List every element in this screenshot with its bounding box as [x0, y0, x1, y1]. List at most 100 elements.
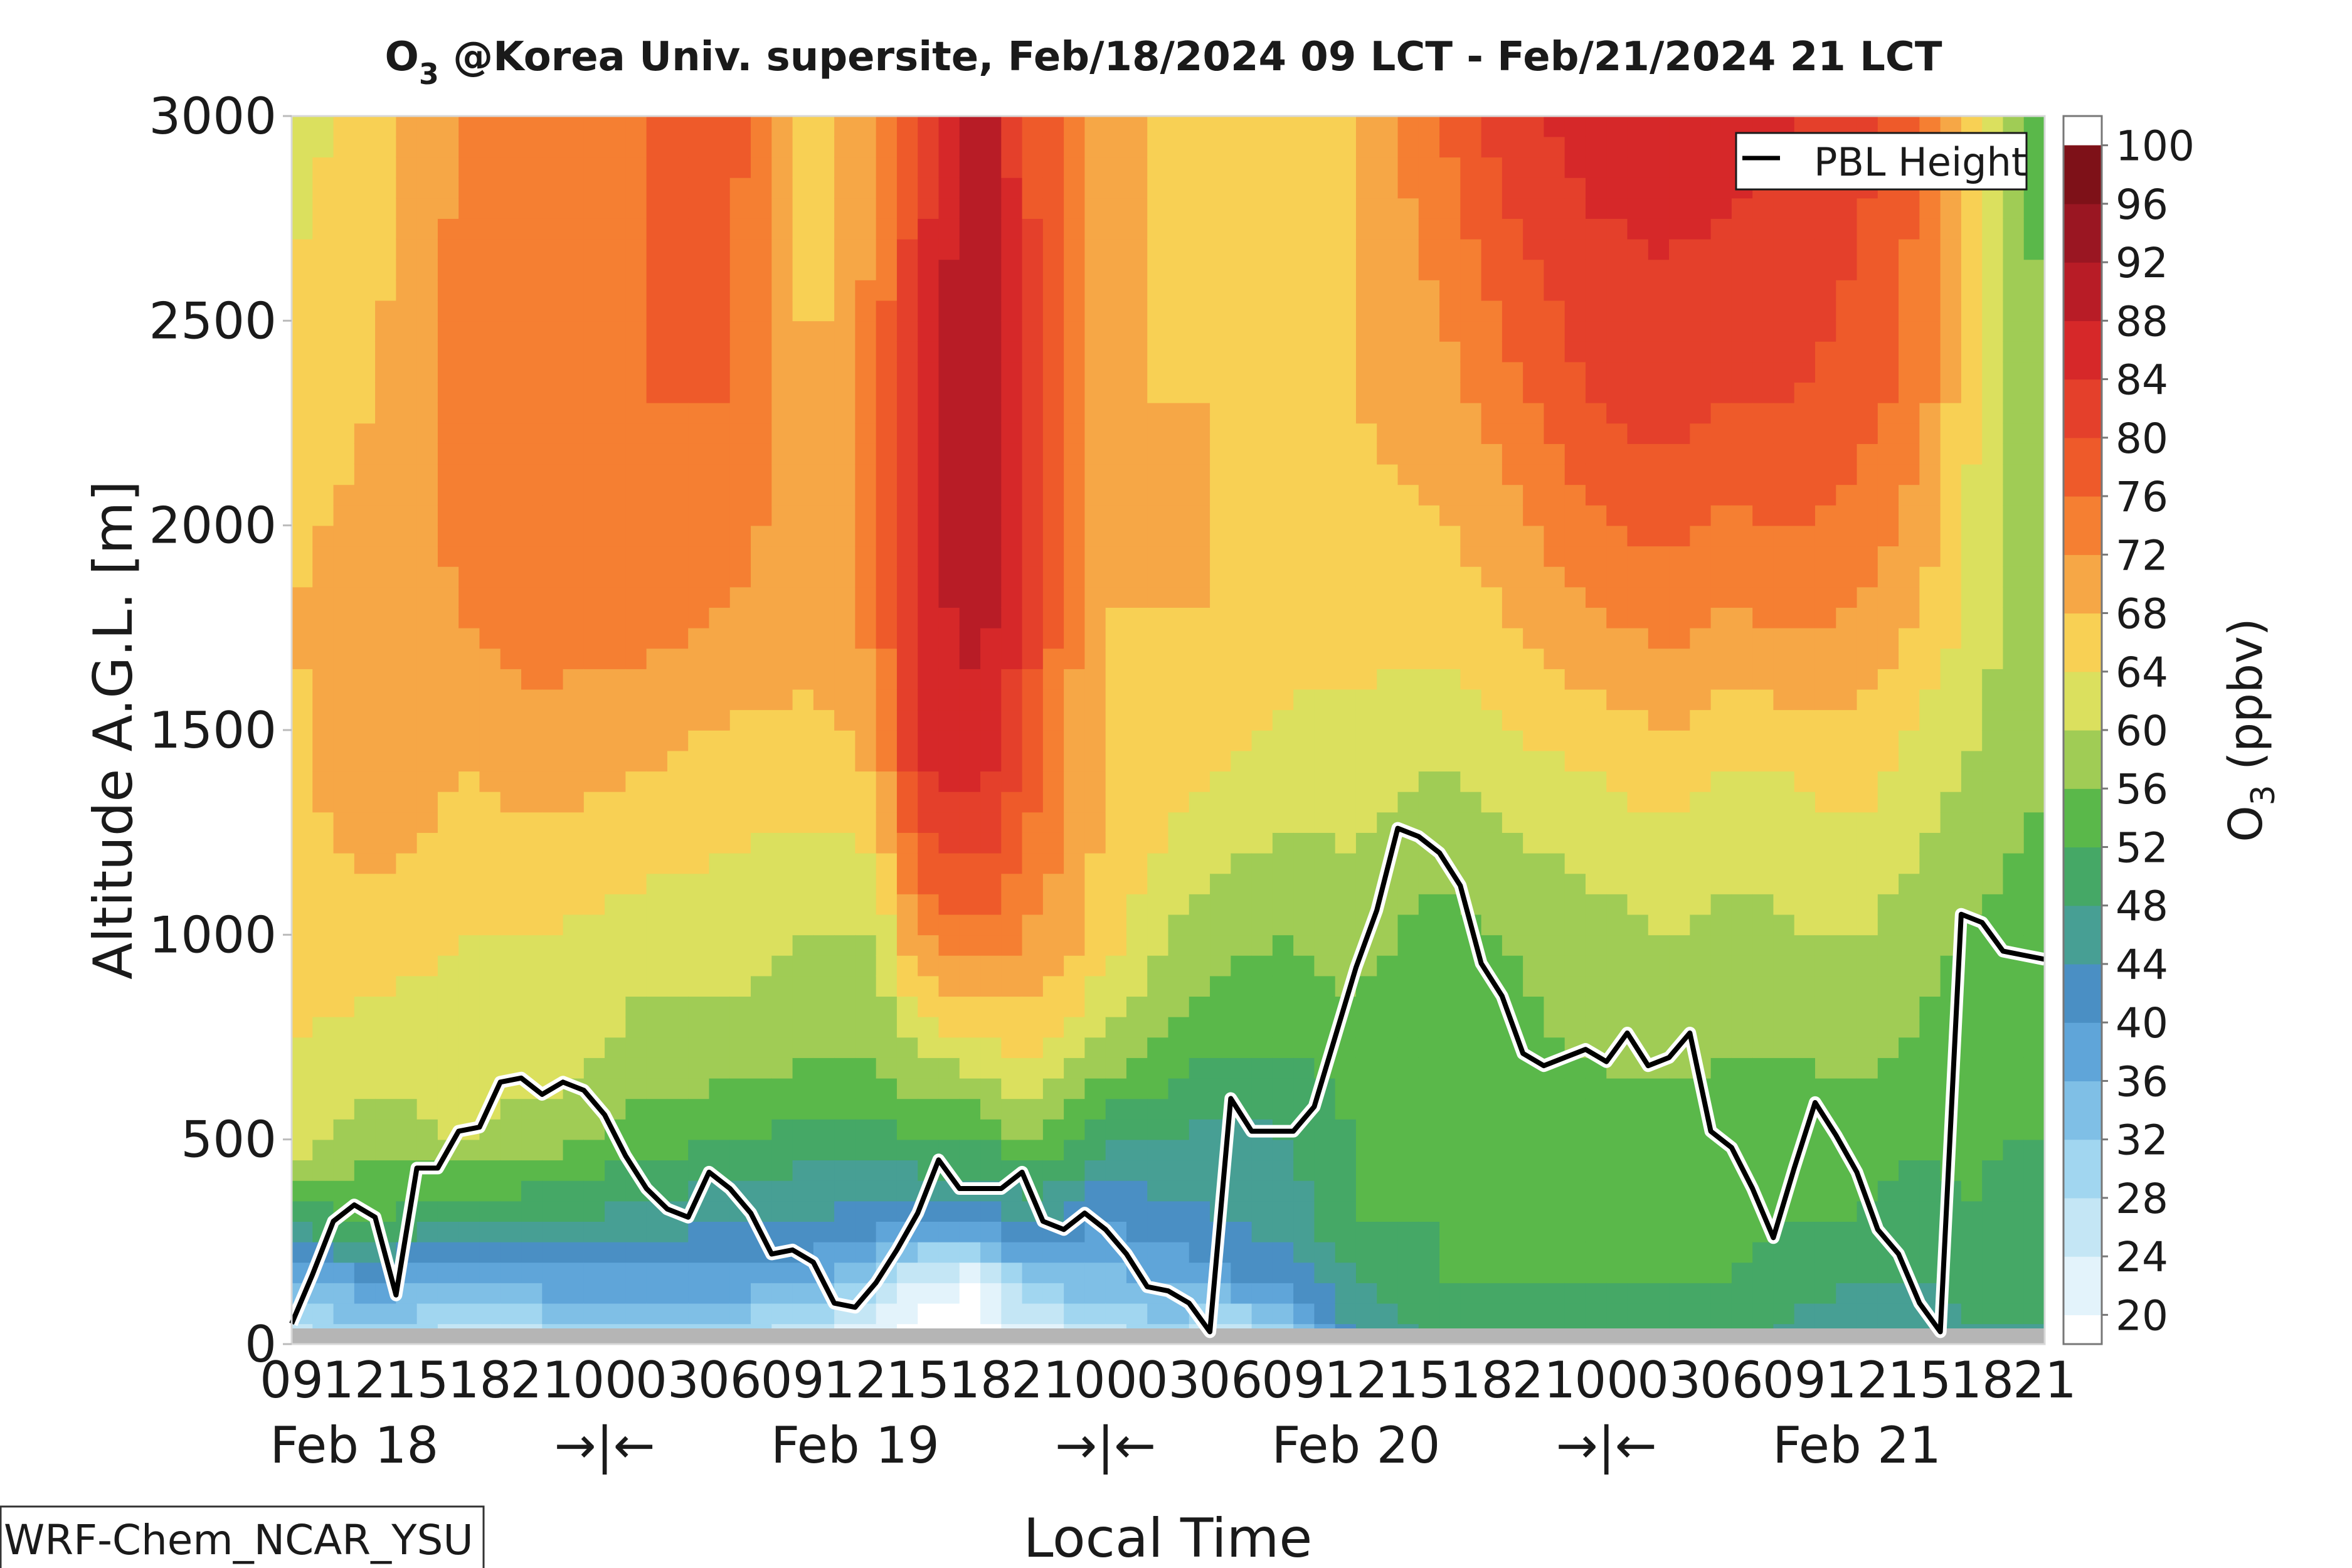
heatmap-cell — [416, 382, 438, 403]
heatmap-cell — [333, 627, 355, 649]
heatmap-cell — [1773, 1078, 1795, 1099]
heatmap-cell — [1857, 1098, 1878, 1120]
heatmap-cell — [1648, 873, 1670, 894]
heatmap-cell — [896, 464, 919, 485]
heatmap-cell — [1836, 975, 1858, 997]
heatmap-cell — [1481, 443, 1503, 465]
heatmap-cell — [1189, 198, 1210, 219]
heatmap-cell — [396, 464, 418, 485]
heatmap-cell — [729, 771, 751, 792]
heatmap-cell — [855, 382, 877, 403]
heatmap-cell — [834, 750, 856, 772]
heatmap-cell — [1899, 812, 1920, 833]
heatmap-cell — [1189, 832, 1210, 854]
heatmap-cell — [396, 443, 418, 465]
heatmap-cell — [396, 873, 418, 894]
heatmap-cell — [709, 1241, 731, 1263]
heatmap-cell — [1731, 1078, 1753, 1099]
heatmap-cell — [2003, 566, 2025, 588]
heatmap-cell — [542, 484, 564, 506]
heatmap-cell — [1001, 177, 1023, 199]
heatmap-cell — [855, 1098, 877, 1120]
heatmap-cell — [1251, 607, 1273, 628]
heatmap-cell — [1940, 464, 1962, 485]
heatmap-cell — [1585, 1098, 1608, 1120]
heatmap-cell — [1084, 1160, 1106, 1181]
heatmap-cell — [1210, 464, 1232, 485]
heatmap-cell — [1293, 669, 1315, 690]
heatmap-cell — [688, 709, 710, 731]
heatmap-cell — [1502, 320, 1523, 342]
heatmap-cell — [1272, 1180, 1294, 1202]
heatmap-cell — [1084, 1119, 1106, 1140]
heatmap-cell — [1418, 771, 1440, 792]
heatmap-cell — [292, 935, 314, 956]
heatmap-cell — [500, 341, 522, 363]
heatmap-cell — [625, 1221, 647, 1242]
heatmap-cell — [1189, 750, 1210, 772]
heatmap-cell — [709, 198, 731, 219]
heatmap-cell — [500, 812, 522, 833]
heatmap-cell — [333, 1139, 355, 1161]
heatmap-cell — [1544, 689, 1565, 711]
heatmap-cell — [1272, 280, 1294, 301]
heatmap-cell — [583, 1016, 605, 1038]
heatmap-cell — [751, 689, 773, 711]
heatmap-cell — [416, 955, 438, 977]
heatmap-cell — [1899, 443, 1920, 465]
heatmap-cell — [876, 627, 898, 649]
heatmap-cell — [292, 791, 314, 813]
heatmap-cell — [500, 996, 522, 1017]
heatmap-cell — [437, 607, 459, 628]
heatmap-cell — [1064, 873, 1086, 894]
heatmap-cell — [416, 1016, 438, 1038]
heatmap-cell — [1022, 812, 1044, 833]
heatmap-cell — [918, 546, 940, 567]
heatmap-cell — [333, 935, 355, 956]
heatmap-cell — [1147, 1160, 1169, 1181]
heatmap-cell — [1627, 177, 1649, 199]
heatmap-cell — [1877, 402, 1899, 424]
heatmap-cell — [354, 177, 376, 199]
heatmap-cell — [1251, 525, 1273, 547]
heatmap-cell — [583, 157, 605, 178]
heatmap-cell — [938, 320, 960, 342]
heatmap-cell — [312, 730, 334, 751]
heatmap-cell — [437, 873, 459, 894]
heatmap-cell — [2003, 1180, 2025, 1202]
heatmap-cell — [938, 341, 960, 363]
heatmap-cell — [1523, 812, 1545, 833]
heatmap-cell — [396, 750, 418, 772]
heatmap-cell — [416, 914, 438, 936]
heatmap-cell — [1147, 1016, 1169, 1038]
heatmap-cell — [729, 689, 751, 711]
heatmap-cell — [500, 382, 522, 403]
heatmap-cell — [1126, 341, 1148, 363]
heatmap-cell — [292, 566, 314, 588]
heatmap-cell — [1982, 423, 2004, 444]
heatmap-cell — [1168, 832, 1190, 854]
heatmap-cell — [2003, 627, 2025, 649]
heatmap-cell — [1105, 750, 1127, 772]
heatmap-cell — [354, 750, 376, 772]
heatmap-cell — [292, 238, 314, 260]
heatmap-cell — [1439, 443, 1461, 465]
heatmap-cell — [1627, 812, 1649, 833]
heatmap-cell — [980, 1160, 1002, 1181]
heatmap-cell — [751, 955, 773, 977]
heatmap-cell — [1899, 280, 1920, 301]
heatmap-cell — [980, 1037, 1002, 1058]
heatmap-cell — [813, 812, 835, 833]
heatmap-cell — [1377, 1283, 1399, 1304]
heatmap-cell — [605, 116, 627, 137]
heatmap-cell — [312, 771, 334, 792]
heatmap-cell — [1168, 1221, 1190, 1242]
heatmap-cell — [1231, 136, 1253, 158]
heatmap-cell — [729, 750, 751, 772]
heatmap-cell — [416, 1200, 438, 1222]
heatmap-cell — [2003, 1078, 2025, 1099]
heatmap-cell — [938, 423, 960, 444]
heatmap-cell — [458, 607, 480, 628]
heatmap-cell — [834, 975, 856, 997]
heatmap-cell — [1231, 280, 1253, 301]
